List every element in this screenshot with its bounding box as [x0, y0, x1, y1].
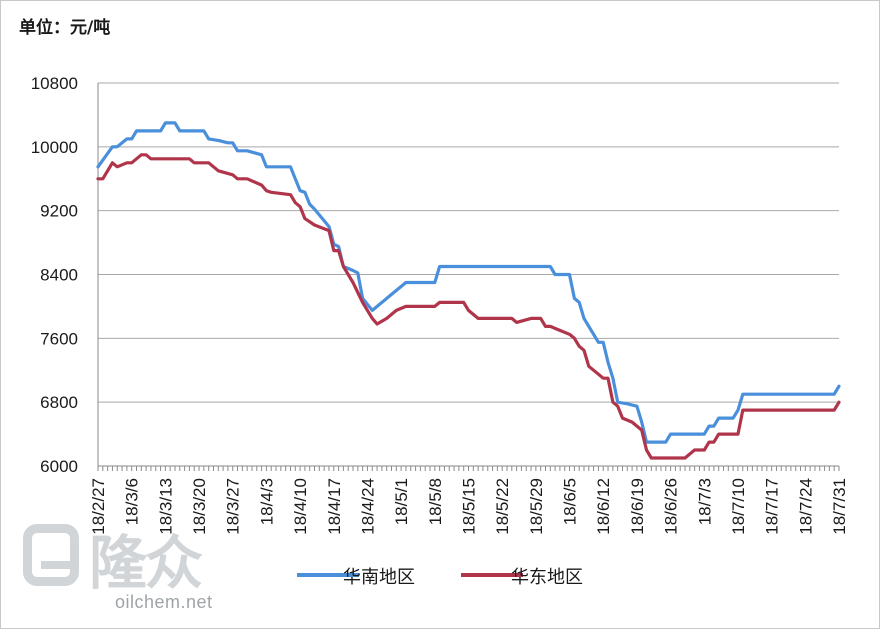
x-tick-label-18-7-10: 18/7/10 [729, 478, 748, 535]
series-line-east-china [96, 153, 841, 460]
y-tick-label-9200: 9200 [40, 202, 78, 221]
x-tick-label-18-6-5: 18/6/5 [561, 478, 580, 525]
x-tick-label-18-4-10: 18/4/10 [291, 478, 310, 535]
x-tick-label-18-4-17: 18/4/17 [325, 478, 344, 535]
oilchem-watermark: 隆众 oilchem.net [23, 516, 238, 616]
x-tick-label-18-4-24: 18/4/24 [358, 478, 377, 535]
x-tick-label-18-3-27: 18/3/27 [224, 478, 243, 535]
x-tick-label-18-2-27: 18/2/27 [89, 478, 108, 535]
legend-label-east-china: 华东地区 [511, 567, 583, 588]
unit-label: 单位：元/吨 [19, 18, 111, 38]
x-tick-label-18-7-24: 18/7/24 [796, 478, 815, 535]
watermark-domain-text: oilchem.net [115, 592, 213, 612]
y-tick-label-7600: 7600 [40, 329, 78, 348]
legend-east-china: 华东地区 [461, 563, 611, 588]
x-tick-label-18-5-1: 18/5/1 [392, 478, 411, 525]
y-tick-label-10000: 10000 [31, 138, 78, 157]
oilchem-logo-icon [23, 524, 79, 586]
watermark-chinese-text: 隆众 [89, 529, 203, 597]
y-tick-label-6800: 6800 [40, 393, 78, 412]
y-tick-label-8400: 8400 [40, 266, 78, 285]
legend-swatch-east-china [461, 573, 523, 577]
y-tick-label-10800: 10800 [31, 74, 78, 93]
x-tick-label-18-7-31: 18/7/31 [830, 478, 849, 535]
series-line-south-china [96, 121, 841, 444]
legend-label-south-china: 华南地区 [343, 567, 415, 588]
x-tick-label-18-5-8: 18/5/8 [426, 478, 445, 525]
y-tick-label-6000: 6000 [40, 457, 78, 476]
x-tick-label-18-3-20: 18/3/20 [190, 478, 209, 535]
legend-south-china: 华南地区 [297, 563, 447, 588]
x-tick-label-18-6-12: 18/6/12 [594, 478, 613, 535]
x-tick-label-18-3-6: 18/3/6 [123, 478, 142, 525]
x-tick-label-18-5-15: 18/5/15 [460, 478, 479, 535]
x-tick-label-18-7-3: 18/7/3 [695, 478, 714, 525]
x-tick-label-18-6-26: 18/6/26 [662, 478, 681, 535]
x-tick-label-18-6-19: 18/6/19 [628, 478, 647, 535]
legend-swatch-south-china [297, 573, 359, 577]
x-tick-label-18-7-17: 18/7/17 [763, 478, 782, 535]
x-tick-label-18-5-22: 18/5/22 [493, 478, 512, 535]
x-tick-label-18-3-13: 18/3/13 [156, 478, 175, 535]
x-tick-label-18-4-3: 18/4/3 [257, 478, 276, 525]
x-tick-label-18-5-29: 18/5/29 [527, 478, 546, 535]
